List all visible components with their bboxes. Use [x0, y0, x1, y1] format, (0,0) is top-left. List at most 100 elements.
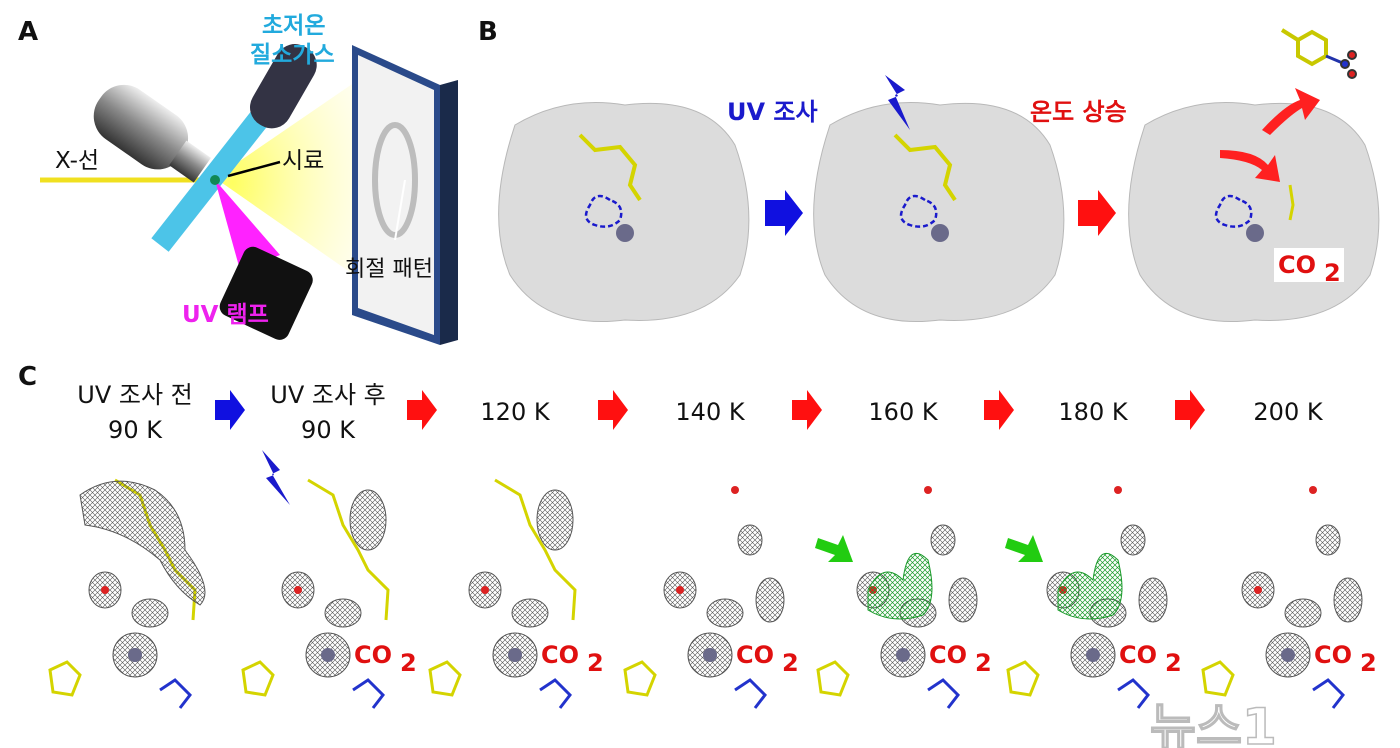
- curved-red-arrow-in-icon: [1220, 150, 1280, 182]
- red-arrow-icon: [1175, 390, 1205, 430]
- label-sample: 시료: [282, 148, 324, 174]
- metal-ion: [896, 648, 910, 662]
- co2-molecule: [1288, 184, 1295, 221]
- label-nitrogen-gas-1: 초저온: [262, 13, 325, 39]
- svg-text:CO: CO: [541, 641, 579, 669]
- protein-surface: [1128, 102, 1380, 323]
- lightning-icon: [885, 75, 910, 130]
- metal-ion: [508, 648, 522, 662]
- svg-text:CO: CO: [1119, 641, 1157, 669]
- density-mesh: [930, 524, 956, 556]
- density-map-panel: [48, 478, 206, 709]
- density-mesh: [1284, 598, 1322, 628]
- metal-ion: [1246, 224, 1264, 242]
- water-oxygen: [1254, 586, 1262, 594]
- co2-label: CO 2: [541, 641, 604, 677]
- red-arrow-icon: [984, 390, 1014, 430]
- metal-ion: [931, 224, 949, 242]
- histidine-ring: [623, 660, 657, 697]
- panel-label-a: A: [18, 17, 38, 47]
- label-diffraction-pattern: 회절 패턴: [345, 257, 433, 282]
- density-map-panel: CO 2: [623, 486, 799, 709]
- water-oxygen: [924, 486, 932, 494]
- density-map-panel: CO 2: [428, 478, 604, 709]
- green-arrow-icon: [815, 535, 853, 562]
- released-ligand: [1280, 28, 1357, 79]
- protein-surface: [498, 102, 750, 323]
- water-oxygen: [731, 486, 739, 494]
- density-mesh: [131, 598, 169, 628]
- svg-text:2: 2: [400, 649, 417, 677]
- histidine-ring: [734, 678, 767, 709]
- histidine-ring: [241, 660, 275, 697]
- density-mesh: [349, 489, 387, 551]
- histidine-ring: [1006, 660, 1040, 697]
- blue-arrow-icon: [765, 190, 803, 236]
- co2-label: CO 2: [1314, 641, 1377, 677]
- step-label: UV 조사 후: [270, 381, 385, 409]
- sample-dot: [210, 175, 220, 185]
- histidine-ring: [1201, 660, 1235, 697]
- lightning-icon: [262, 450, 290, 505]
- green-arrow-icon: [1005, 535, 1043, 562]
- water-oxygen: [101, 586, 109, 594]
- watermark: 뉴스1: [1150, 698, 1277, 748]
- histidine-ring: [428, 660, 462, 697]
- red-arrow-icon: [407, 390, 437, 430]
- svg-text:CO: CO: [1278, 251, 1316, 279]
- density-mesh: [737, 524, 763, 556]
- panel-label-b: B: [478, 17, 498, 47]
- step-label: 160 K: [868, 398, 938, 426]
- density-map-panel: CO 2: [1201, 486, 1377, 709]
- density-mesh: [1333, 577, 1363, 623]
- density-mesh: [755, 577, 785, 623]
- histidine-ring: [1312, 678, 1345, 709]
- svg-text:CO: CO: [354, 641, 392, 669]
- protein-surface: [813, 102, 1065, 323]
- density-mesh: [324, 598, 362, 628]
- panel-c: C UV 조사 전 90 K UV 조사 후 90 K 120 K 140 K 160 K 1…: [18, 362, 1377, 709]
- red-arrow-icon: [792, 390, 822, 430]
- histidine-ring: [539, 678, 572, 709]
- metal-ion: [1086, 648, 1100, 662]
- step-label: 140 K: [675, 398, 745, 426]
- detector-plate: [352, 45, 458, 345]
- density-mesh: [1120, 524, 1146, 556]
- panel-label-c: C: [18, 362, 37, 392]
- nitrogen-cylinder: [250, 44, 317, 129]
- svg-text:2: 2: [1360, 649, 1377, 677]
- xray-beam-cone: [215, 65, 390, 300]
- co2-label: CO 2: [929, 641, 992, 677]
- ligand: [578, 133, 642, 202]
- metal-ion: [616, 224, 634, 242]
- uv-beam: [215, 180, 280, 270]
- co2-label: CO 2: [354, 641, 417, 677]
- histidine-ring: [48, 660, 82, 697]
- density-mesh: [706, 598, 744, 628]
- water-oxygen: [481, 586, 489, 594]
- step-label: 200 K: [1253, 398, 1323, 426]
- density-mesh: [536, 489, 574, 551]
- label-uv-lamp: UV 램프: [182, 302, 269, 328]
- metal-ion: [1281, 648, 1295, 662]
- step-label: 120 K: [480, 398, 550, 426]
- svg-text:CO: CO: [736, 641, 774, 669]
- density-mesh: [1315, 524, 1341, 556]
- label-temperature-rise: 온도 상승: [1030, 98, 1127, 126]
- water-oxygen: [294, 586, 302, 594]
- svg-text:2: 2: [1165, 649, 1182, 677]
- red-arrow-icon: [598, 390, 628, 430]
- blue-arrow-icon: [215, 390, 245, 430]
- histidine-ring: [159, 678, 192, 709]
- red-arrow-icon: [1078, 190, 1116, 236]
- co2-label-b: CO 2: [1274, 248, 1344, 287]
- water-oxygen: [1309, 486, 1317, 494]
- xray-source-cylinder: [93, 84, 211, 183]
- water-oxygen: [1114, 486, 1122, 494]
- step-label: 180 K: [1058, 398, 1128, 426]
- svg-text:2: 2: [975, 649, 992, 677]
- sample-pointer-arrow: [227, 160, 281, 178]
- curved-red-arrow-out-icon: [1262, 88, 1320, 135]
- co2-label: CO 2: [736, 641, 799, 677]
